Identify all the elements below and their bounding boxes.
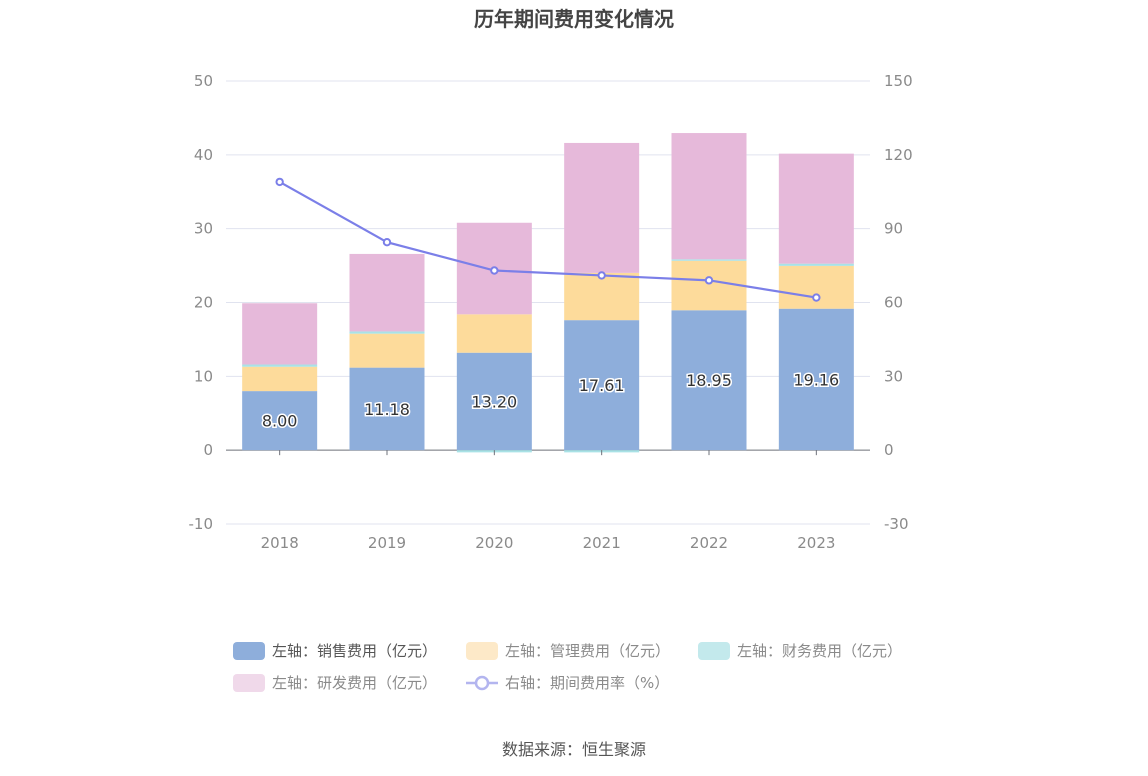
bar-segment-1 [671,310,747,451]
legend-swatch [698,642,730,660]
bar-segment-1 [349,367,425,451]
legend-swatch [233,642,265,660]
rate-point [490,266,499,275]
legend-label: 左轴：财务费用（亿元） [737,642,902,660]
rate-line-path [279,180,817,299]
bars [242,133,854,453]
rate-point [704,276,714,285]
bar-segment-4 [671,133,747,260]
bar-segment-3 [242,364,318,367]
x-tick-label: 2022 [690,534,728,552]
y-right-tick-label: 90 [884,220,903,238]
bar-value-label: 19.16 [793,370,839,389]
rate-point [382,238,392,247]
y-left-tick-label: 50 [194,72,213,90]
source-text: 数据来源：恒生聚源 [502,740,646,759]
bar-segment-2 [456,314,532,353]
rate-point [597,271,606,280]
y-left-tick-label: 20 [194,294,213,312]
legend-item[interactable]: 左轴：研发费用（亿元） [233,674,437,692]
rate-point [275,177,284,187]
y-left-tick-label: -10 [189,515,214,533]
y-axis-right: 150 120 90 60 30 0 -30 [884,72,913,533]
y-left-tick-label: 30 [194,220,213,238]
y-left-tick-label: 0 [203,441,213,459]
y-right-tick-label: 60 [884,294,903,312]
bar-value-label: 17.61 [579,376,625,395]
legend-item[interactable]: 右轴：期间费用率（%） [466,674,669,692]
x-axis: 2018 2019 2020 2021 2022 2023 [261,450,835,552]
x-tick-label: 2021 [583,534,621,552]
legend-swatch [233,674,265,692]
bar-segment-1 [242,391,318,451]
y-right-tick-label: 150 [884,72,913,90]
bar-segment-4 [564,142,640,273]
bar-value-label: 8.00 [262,412,298,431]
bar-value-label: 18.95 [686,371,732,390]
rate-point [812,293,821,302]
legend-label: 左轴：管理费用（亿元） [505,642,670,660]
bar-segment-4 [242,303,318,365]
chart-title: 历年期间费用变化情况 [474,7,674,31]
y-right-tick-label: 0 [884,441,894,459]
y-left-tick-label: 10 [194,367,213,385]
legend-item[interactable]: 左轴：管理费用（亿元） [466,642,670,660]
legend-item[interactable]: 左轴：财务费用（亿元） [698,642,902,660]
y-right-tick-label: 30 [884,367,903,385]
bar-segment-2 [671,260,747,311]
legend: 左轴：销售费用（亿元） 左轴：管理费用（亿元） 左轴：财务费用（亿元） 左轴：研发费用… [233,642,902,692]
x-tick-label: 2019 [368,534,406,552]
legend-label: 右轴：期间费用率（%） [505,674,669,692]
bar-segment-3 [671,259,747,261]
bar-value-label: 11.18 [364,400,410,419]
y-left-tick-label: 40 [194,146,213,164]
bar-segment-2 [349,333,425,368]
bar-segment-4 [778,153,854,264]
bar-segment-3 [349,331,425,334]
y-axis-left: 50 40 30 20 10 0 -10 [189,72,214,533]
bar-segment-3 [778,263,854,266]
bar-segment-4 [349,253,425,332]
bar-segment-2 [242,366,318,392]
bar-labels: 8.00 11.18 13.20 17.61 18.95 19.16 [260,369,840,432]
bar-segment-1 [778,308,854,451]
x-tick-label: 2018 [261,534,299,552]
y-right-tick-label: 120 [884,146,913,164]
bar-segment-1 [456,352,532,451]
legend-swatch [466,642,498,660]
bar-segment-2 [564,272,640,321]
legend-label: 左轴：研发费用（亿元） [272,674,437,692]
y-right-tick-label: -30 [884,515,909,533]
rate-line [275,177,821,302]
bar-segment-1 [564,320,640,451]
bar-segment-2 [778,265,854,309]
legend-item[interactable]: 左轴：销售费用（亿元） [233,642,437,660]
grid [226,80,870,525]
x-tick-label: 2020 [475,534,513,552]
bar-value-label: 13.20 [471,392,517,411]
legend-label: 左轴：销售费用（亿元） [272,642,437,660]
legend-line-marker [474,675,490,691]
x-tick-label: 2023 [797,534,835,552]
